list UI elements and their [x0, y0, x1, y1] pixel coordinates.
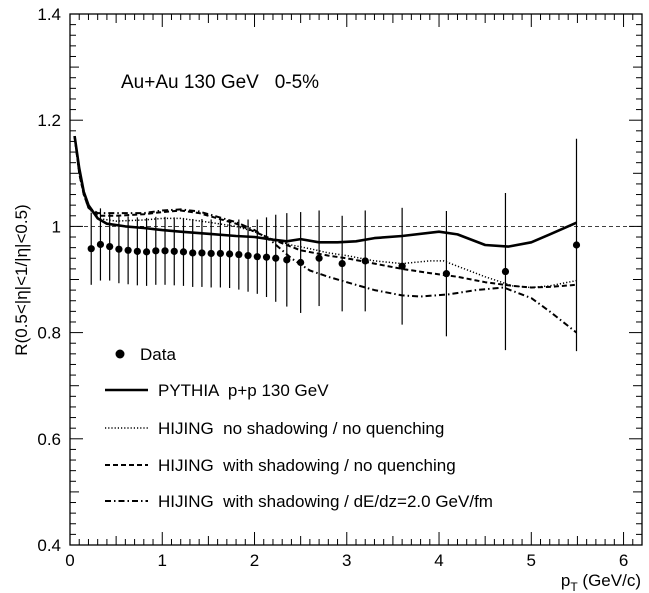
axis-tick-labels: 0 1 2 3 4 5 6 0.4 0.6 0.8 1 1.2 1.4 — [37, 5, 628, 570]
data-point — [106, 242, 114, 251]
data-point — [207, 249, 215, 258]
data-point — [338, 259, 346, 268]
y-tick-label: 1.4 — [37, 5, 61, 24]
y-tick-label: 0.8 — [37, 324, 61, 343]
data-point — [142, 248, 151, 256]
x-axis-label: pT (GeV/c) — [561, 571, 641, 593]
series-line-3 — [73, 135, 578, 334]
legend-item-pythia: PYTHIA p+p 130 GeV — [105, 381, 329, 400]
x-axis-label-sub: T — [570, 580, 578, 593]
data-point — [179, 248, 188, 256]
series-line-0 — [73, 135, 578, 248]
legend-item-data: Data — [115, 345, 176, 364]
legend-label-hijing-no-shadowing: HIJING no shadowing / no quenching — [158, 419, 444, 438]
x-tick-label: 0 — [65, 551, 74, 570]
data-point — [572, 241, 581, 249]
y-axis-label: R(0.5<|η|<1/|η|<0.5) — [12, 204, 31, 355]
data-point — [253, 253, 261, 261]
legend-label-hijing-quenching: HIJING with shadowing / dE/dz=2.0 GeV/fm — [158, 492, 493, 511]
data-point — [442, 270, 451, 278]
data-point — [283, 256, 291, 264]
data-point — [361, 257, 369, 265]
data-point — [161, 247, 169, 255]
x-tick-label: 4 — [434, 551, 443, 570]
data-point — [501, 267, 510, 276]
data-point — [189, 249, 197, 257]
data-point — [124, 246, 132, 254]
data-point — [235, 250, 243, 259]
data-points-layer — [87, 138, 581, 352]
data-point — [133, 247, 141, 255]
x-tick-label: 6 — [619, 551, 628, 570]
series-layer — [73, 135, 578, 334]
y-tick-label: 1.2 — [37, 111, 61, 130]
data-point — [96, 240, 105, 249]
data-point — [272, 254, 280, 262]
data-point — [170, 247, 178, 255]
x-axis-label-unit: (GeV/c) — [578, 571, 641, 590]
data-point — [262, 253, 271, 261]
legend: Data PYTHIA p+p 130 GeV HIJING no shadow… — [105, 345, 493, 511]
data-point — [297, 258, 305, 267]
legend-item-hijing-quenching: HIJING with shadowing / dE/dz=2.0 GeV/fm — [105, 492, 493, 511]
x-axis-label-main: p — [561, 571, 570, 590]
x-tick-label: 3 — [342, 551, 351, 570]
legend-item-hijing-with-shadowing: HIJING with shadowing / no quenching — [105, 456, 456, 475]
data-point — [87, 245, 95, 253]
series-line-1 — [73, 136, 577, 289]
y-tick-label: 1 — [52, 217, 61, 236]
x-tick-label: 5 — [527, 551, 536, 570]
data-point — [115, 245, 123, 253]
legend-item-hijing-no-shadowing: HIJING no shadowing / no quenching — [105, 419, 444, 438]
data-point — [315, 254, 323, 262]
chart-title: Au+Au 130 GeV 0-5% — [121, 72, 319, 93]
data-point — [216, 249, 224, 258]
legend-label-hijing-with-shadowing: HIJING with shadowing / no quenching — [158, 456, 456, 475]
y-tick-label: 0.4 — [37, 536, 61, 555]
data-point — [244, 252, 252, 260]
data-point — [226, 250, 234, 258]
data-point — [198, 249, 206, 257]
x-tick-label: 2 — [250, 551, 259, 570]
x-tick-label: 1 — [158, 551, 167, 570]
data-point — [152, 247, 160, 255]
legend-label-pythia: PYTHIA p+p 130 GeV — [158, 381, 329, 400]
legend-label-data: Data — [140, 345, 176, 364]
legend-marker-data — [115, 349, 125, 359]
data-point — [398, 262, 406, 270]
y-tick-label: 0.6 — [37, 430, 61, 449]
axis-ticks — [69, 13, 643, 546]
